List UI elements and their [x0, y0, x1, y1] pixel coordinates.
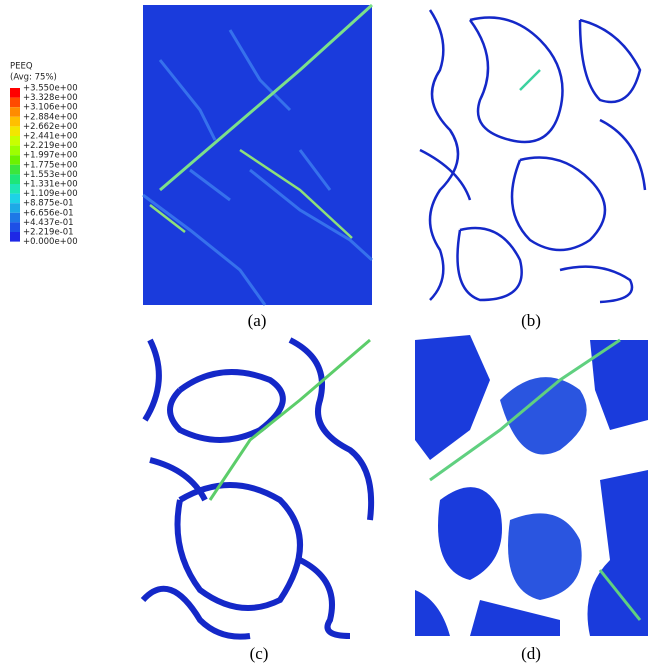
legend-label: +3.328e+00	[23, 93, 78, 103]
legend-swatch	[10, 222, 20, 232]
blob	[500, 377, 587, 454]
legend-swatch	[10, 98, 20, 108]
legend-swatch	[10, 213, 20, 223]
legend-label: +3.106e+00	[23, 103, 78, 113]
legend-swatch	[10, 155, 20, 165]
panel-caption: (a)	[248, 311, 267, 330]
blob	[508, 513, 582, 600]
legend-swatch	[10, 165, 20, 175]
panel-caption: (d)	[521, 644, 541, 663]
legend-swatch	[10, 136, 20, 146]
legend-swatch	[10, 146, 20, 156]
legend-label: +1.775e+00	[23, 160, 78, 170]
legend-swatch	[10, 126, 20, 136]
figure: PEEQ (Avg: 75%) +3.550e+00+3.328e+00+3.1…	[0, 0, 652, 666]
legend-swatch	[10, 117, 20, 127]
legend-title: PEEQ	[10, 62, 33, 72]
blob	[588, 470, 649, 636]
legend: PEEQ (Avg: 75%) +3.550e+00+3.328e+00+3.1…	[10, 62, 78, 248]
legend-swatch	[10, 184, 20, 194]
legend-swatch	[10, 88, 20, 98]
blob	[415, 335, 490, 460]
blob	[438, 487, 502, 580]
legend-label: +2.884e+00	[23, 112, 78, 122]
panel-a	[143, 5, 372, 305]
legend-label: +2.219e-01	[23, 228, 74, 238]
panel-d	[415, 335, 648, 636]
legend-label: +1.109e+00	[23, 189, 78, 199]
legend-label: +1.997e+00	[23, 151, 78, 161]
legend-label: +8.875e-01	[23, 199, 74, 209]
legend-swatch	[10, 203, 20, 213]
legend-label: +2.662e+00	[23, 122, 78, 132]
panel-caption: (c)	[250, 644, 269, 663]
page: {"legend": {"title": "PEEQ", "subtitle":…	[0, 0, 652, 666]
legend-label: +4.437e-01	[23, 218, 74, 228]
legend-swatch	[10, 232, 20, 242]
panel-caption: (b)	[521, 311, 541, 330]
legend-swatch	[10, 107, 20, 117]
panel-b	[420, 10, 645, 302]
contour-field	[143, 5, 372, 305]
legend-label: +0.000e+00	[23, 237, 78, 247]
legend-label: +6.656e-01	[23, 208, 74, 218]
legend-label: +1.331e+00	[23, 180, 78, 190]
legend-label: +2.219e+00	[23, 141, 78, 151]
legend-swatch	[10, 174, 20, 184]
legend-label: +2.441e+00	[23, 132, 78, 142]
legend-label: +1.553e+00	[23, 170, 78, 180]
legend-swatch	[10, 194, 20, 204]
legend-label: +3.550e+00	[23, 84, 78, 94]
panel-c	[143, 340, 371, 637]
legend-subtitle: (Avg: 75%)	[10, 73, 57, 83]
